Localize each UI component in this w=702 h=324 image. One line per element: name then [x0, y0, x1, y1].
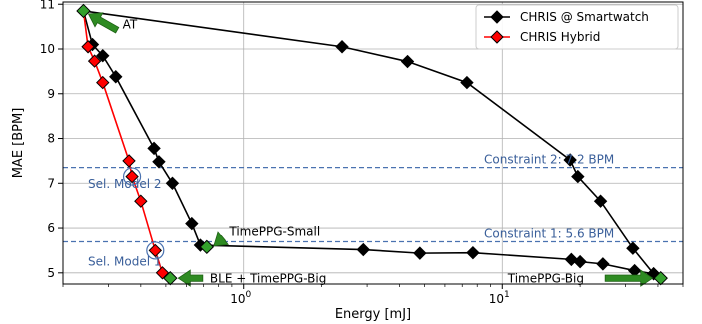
selected-model-label: Sel. Model 1 [88, 255, 161, 269]
x-tick-label: 100 [230, 290, 251, 306]
x-tick-label: 101 [489, 290, 510, 306]
point-highlight [76, 3, 91, 19]
point-hybrid [148, 243, 163, 258]
point-smartwatch [109, 70, 123, 84]
legend-box [475, 4, 679, 50]
point-hybrid [96, 75, 110, 90]
annotation-label: TimePPG-Small [228, 225, 320, 239]
constraint-lines [63, 167, 683, 243]
arrow-timeppg-small [213, 231, 229, 247]
annotations: Constraint 2: 7.2 BPM Constraint 1: 5.6 B… [88, 17, 614, 285]
constraint-label: Constraint 2: 7.2 BPM [484, 153, 614, 167]
annotation-label: TimePPG-Big [507, 272, 584, 286]
legend: CHRIS @ Smartwatch CHRIS Hybrid [475, 4, 679, 50]
y-tick-label: 9 [47, 87, 55, 101]
point-smartwatch [596, 257, 610, 271]
selected-models [76, 3, 668, 286]
point-smartwatch [356, 242, 370, 257]
point-smartwatch [185, 216, 199, 231]
x-axis: 100 101 [62, 284, 684, 306]
selected-model-circle [146, 241, 165, 260]
annotation-label: AT [123, 17, 138, 31]
point-smartwatch [571, 169, 585, 184]
y-tick-label: 5 [47, 266, 55, 280]
point-highlight [653, 270, 668, 286]
point-smartwatch [147, 141, 161, 156]
series-group [81, 10, 662, 281]
arrow-timeppg-big [604, 269, 654, 287]
selected-model-circle [122, 167, 142, 186]
point-smartwatch [626, 241, 640, 255]
point-smartwatch [96, 49, 110, 63]
x-axis-label: Energy [mJ] [335, 307, 411, 322]
point-smartwatch [460, 75, 474, 90]
y-tick-label: 10 [40, 42, 55, 56]
point-smartwatch [573, 254, 587, 269]
annotation-arrows [87, 12, 654, 287]
point-hybrid [125, 169, 139, 184]
arrow-ble-timeppg-big [177, 269, 204, 287]
legend-label: CHRIS Hybrid [520, 30, 600, 44]
selected-model-label: Sel. Model 2 [88, 177, 161, 191]
point-highlight [199, 239, 215, 255]
y-axis: 5 6 7 8 9 10 11 [40, 0, 63, 280]
legend-marker [490, 10, 504, 24]
point-hybrid [122, 154, 136, 168]
point-smartwatch [335, 40, 349, 54]
point-hybrid [87, 54, 102, 68]
point-smartwatch [413, 246, 427, 260]
y-tick-label: 7 [47, 176, 55, 190]
point-smartwatch [563, 153, 577, 167]
legend-marker [490, 30, 504, 44]
point-smartwatch [152, 155, 166, 169]
point-smartwatch [400, 54, 415, 69]
y-tick-label: 6 [47, 221, 55, 235]
y-tick-label: 11 [40, 0, 55, 11]
legend-label: CHRIS @ Smartwatch [520, 10, 649, 24]
y-axis-label: MAE [BPM] [11, 108, 26, 179]
arrow-at [87, 12, 120, 34]
plot-frame [62, 1, 684, 285]
point-smartwatch [593, 194, 608, 208]
annotation-label: BLE + TimePPG-Big [210, 272, 326, 286]
y-tick-label: 8 [47, 132, 55, 146]
point-smartwatch [466, 245, 480, 260]
constraint-label: Constraint 1: 5.6 BPM [484, 226, 614, 240]
point-highlight [163, 270, 178, 286]
point-hybrid [81, 40, 95, 54]
point-smartwatch [165, 176, 180, 190]
point-hybrid [134, 194, 148, 208]
